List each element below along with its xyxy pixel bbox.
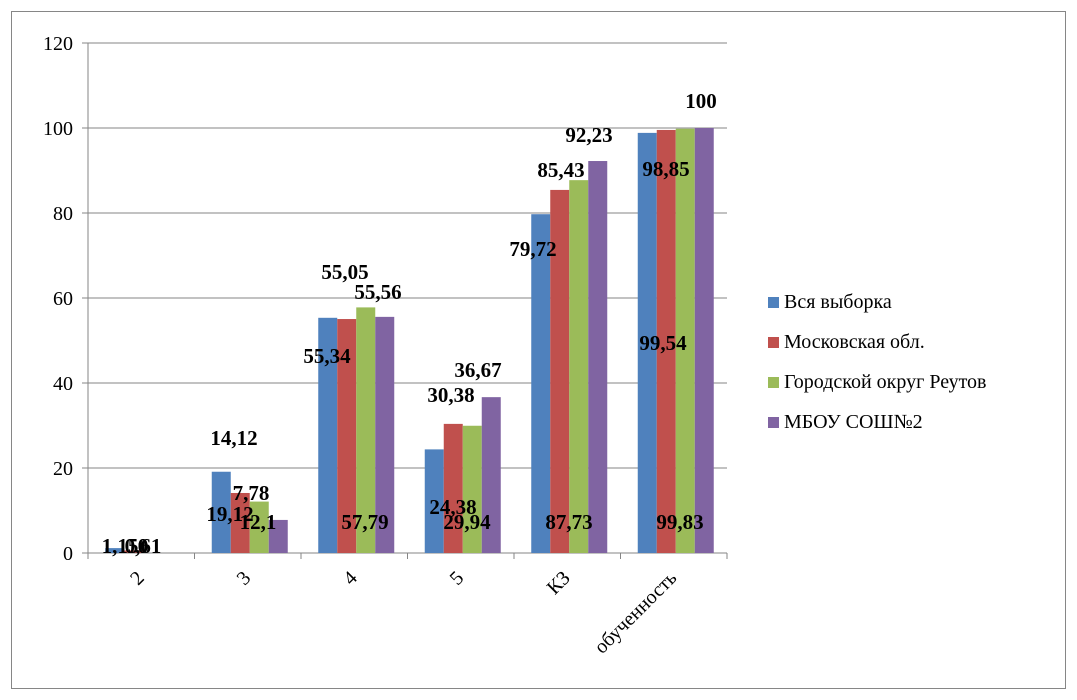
legend-swatch	[768, 336, 779, 348]
legend-swatch	[768, 296, 779, 308]
data-label: 55,34	[303, 344, 351, 368]
legend-item: МБОУ СОШ№2	[768, 402, 987, 442]
legend-label: Московская обл.	[784, 330, 925, 353]
legend-swatch	[768, 376, 779, 388]
data-label: 57,79	[341, 510, 388, 534]
data-label: 100	[685, 89, 717, 113]
data-label: 99,54	[639, 331, 687, 355]
legend-item: Вся выборка	[768, 282, 987, 322]
data-label: 0	[138, 534, 149, 558]
y-tick-label: 120	[43, 33, 73, 55]
data-label: 98,85	[642, 157, 689, 181]
legend: Вся выборка Московская обл. Городской окру…	[768, 282, 987, 442]
x-tick-label: обученность	[590, 567, 681, 658]
data-label: 0,61	[125, 534, 162, 558]
x-tick-label: 5	[446, 567, 469, 590]
bar	[550, 189, 570, 554]
data-label: 36,67	[454, 358, 501, 382]
bar	[637, 132, 657, 553]
x-tick-label: 4	[339, 567, 362, 590]
data-label: 19,12	[206, 502, 253, 526]
bar	[356, 307, 376, 553]
data-label: 92,23	[565, 123, 612, 147]
y-tick-label: 40	[53, 373, 73, 395]
bar	[318, 317, 338, 553]
legend-item: Московская обл.	[768, 322, 987, 362]
data-label: 14,12	[210, 426, 257, 450]
data-label: 30,38	[427, 383, 474, 407]
data-label: 29,94	[443, 510, 491, 534]
legend-item: Городской округ Реутов	[768, 362, 987, 402]
data-label: 12,1	[240, 510, 277, 534]
bar	[443, 423, 463, 553]
bar	[588, 161, 608, 553]
x-tick-label: КЗ	[543, 567, 575, 599]
data-label: 79,72	[509, 237, 556, 261]
bar	[268, 519, 288, 553]
bar	[424, 449, 444, 553]
bar	[675, 128, 695, 553]
bar	[656, 129, 676, 553]
bar	[531, 214, 551, 553]
legend-label: Вся выборка	[784, 290, 892, 313]
data-label: 24,38	[429, 495, 476, 519]
data-label: 99,83	[656, 510, 703, 534]
data-label: 1,15	[102, 534, 139, 558]
bar	[375, 316, 395, 553]
bar	[481, 397, 501, 553]
data-label: 7,78	[233, 481, 270, 505]
bar	[211, 471, 231, 553]
bar	[694, 128, 714, 553]
bar	[249, 501, 269, 553]
legend-label: МБОУ СОШ№2	[784, 410, 923, 433]
y-tick-label: 60	[53, 288, 73, 310]
bar	[230, 492, 250, 553]
data-label: 87,73	[545, 510, 592, 534]
legend-label: Городской округ Реутов	[784, 370, 987, 393]
bar	[337, 319, 357, 553]
y-tick-label: 100	[43, 118, 73, 140]
y-tick-label: 0	[63, 543, 73, 565]
bar	[462, 425, 482, 553]
data-label: 85,43	[537, 158, 584, 182]
y-tick-label: 80	[53, 203, 73, 225]
bar	[569, 180, 589, 553]
x-tick-label: 2	[126, 567, 149, 590]
data-label: 55,05	[321, 260, 368, 284]
legend-swatch	[768, 416, 779, 428]
bar	[105, 548, 125, 553]
y-tick-label: 20	[53, 458, 73, 480]
data-label: 55,56	[354, 280, 401, 304]
bar	[124, 550, 144, 553]
x-tick-label: 3	[233, 567, 256, 590]
data-label: 0	[138, 534, 149, 558]
